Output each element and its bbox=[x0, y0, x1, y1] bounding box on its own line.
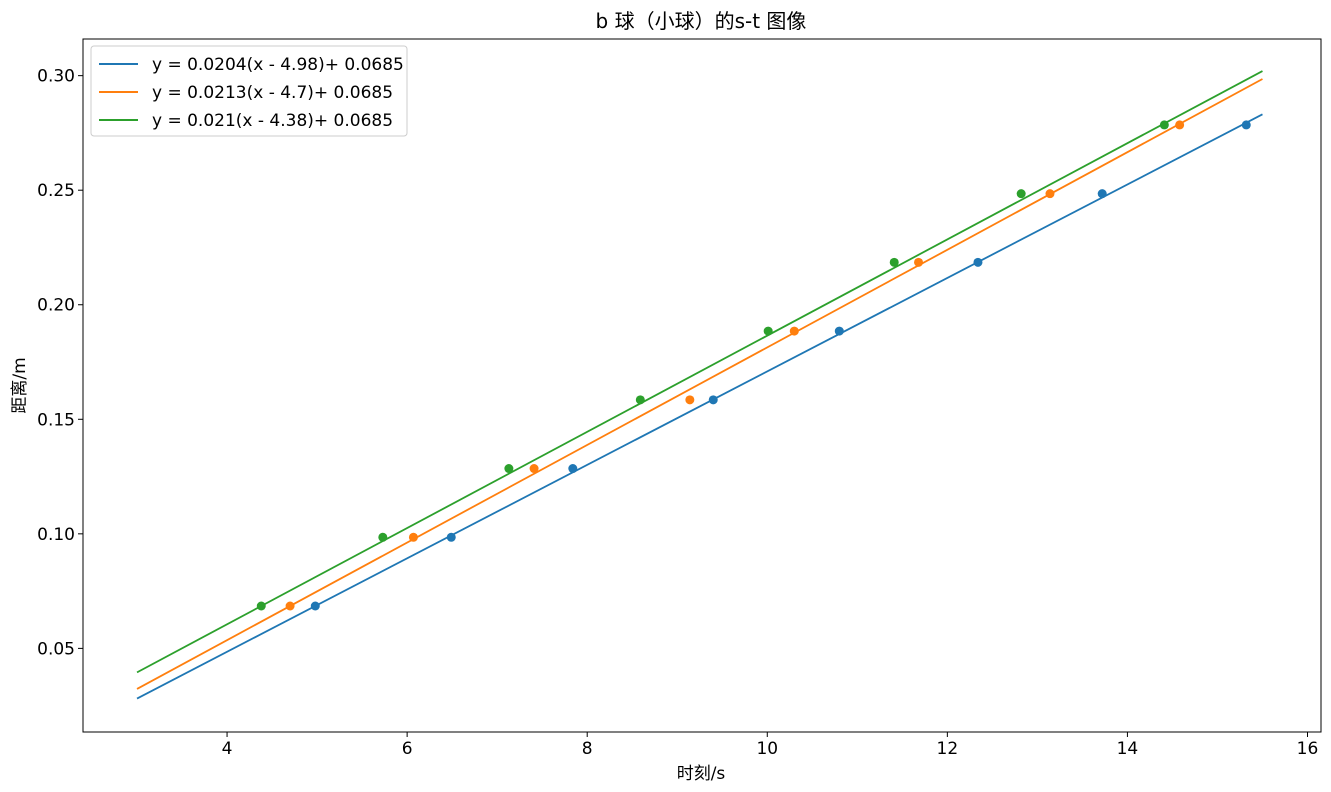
series-1-point bbox=[310, 601, 320, 611]
series-3-point bbox=[1159, 120, 1169, 130]
series-2-point bbox=[408, 532, 418, 542]
x-tick-label: 8 bbox=[582, 739, 593, 759]
series-2-point bbox=[1045, 189, 1055, 199]
series-3-point bbox=[256, 601, 266, 611]
series-3-point bbox=[889, 257, 899, 267]
series-2-fit-line bbox=[136, 78, 1263, 690]
y-axis: 0.05 0.10 0.15 0.20 0.25 0.30 bbox=[37, 67, 83, 659]
y-axis-label: 距离/m bbox=[10, 357, 30, 413]
y-tick-label: 0.20 bbox=[37, 296, 75, 316]
legend: y = 0.0204(x - 4.98)+ 0.0685 y = 0.0213(x… bbox=[90, 45, 408, 137]
x-axis: 4 6 8 10 12 14 16 bbox=[222, 732, 1319, 759]
legend-label: y = 0.0213(x - 4.7)+ 0.0685 bbox=[152, 83, 393, 103]
series-3-point bbox=[378, 532, 388, 542]
series-3-point bbox=[1016, 189, 1026, 199]
legend-label: y = 0.0204(x - 4.98)+ 0.0685 bbox=[152, 55, 404, 75]
y-tick-label: 0.05 bbox=[37, 639, 75, 659]
x-tick-label: 12 bbox=[937, 739, 959, 759]
series-1-point bbox=[708, 395, 718, 405]
series-2-point bbox=[529, 464, 539, 474]
y-tick-label: 0.15 bbox=[37, 410, 75, 430]
legend-label: y = 0.021(x - 4.38)+ 0.0685 bbox=[152, 111, 393, 131]
series-2-point bbox=[285, 601, 295, 611]
y-tick-label: 0.10 bbox=[37, 525, 75, 545]
plot-area bbox=[136, 70, 1263, 700]
series-1-fit-line bbox=[136, 113, 1263, 700]
series-2-point bbox=[685, 395, 695, 405]
x-axis-label: 时刻/s bbox=[677, 764, 726, 784]
y-tick-label: 0.25 bbox=[37, 181, 75, 201]
series-3-point bbox=[763, 326, 773, 336]
series-1-point bbox=[973, 257, 983, 267]
chart-title: b 球（小球）的s-t 图像 bbox=[596, 9, 807, 33]
x-tick-label: 10 bbox=[756, 739, 778, 759]
series-1-point bbox=[1241, 120, 1251, 130]
x-tick-label: 4 bbox=[222, 739, 233, 759]
plot-frame bbox=[82, 38, 1322, 733]
y-tick-label: 0.30 bbox=[37, 67, 75, 87]
x-tick-label: 16 bbox=[1297, 739, 1319, 759]
series-1-point bbox=[834, 326, 844, 336]
series-2-point bbox=[914, 257, 924, 267]
series-3-point bbox=[635, 395, 645, 405]
series-3-fit-line bbox=[136, 70, 1263, 674]
series-1-point bbox=[1097, 189, 1107, 199]
x-tick-label: 14 bbox=[1117, 739, 1139, 759]
x-tick-label: 6 bbox=[402, 739, 413, 759]
series-2-point bbox=[1175, 120, 1185, 130]
series-2-point bbox=[789, 326, 799, 336]
series-1-point bbox=[446, 532, 456, 542]
series-3-point bbox=[504, 464, 514, 474]
legend-box bbox=[90, 45, 408, 137]
series-1-point bbox=[568, 464, 578, 474]
